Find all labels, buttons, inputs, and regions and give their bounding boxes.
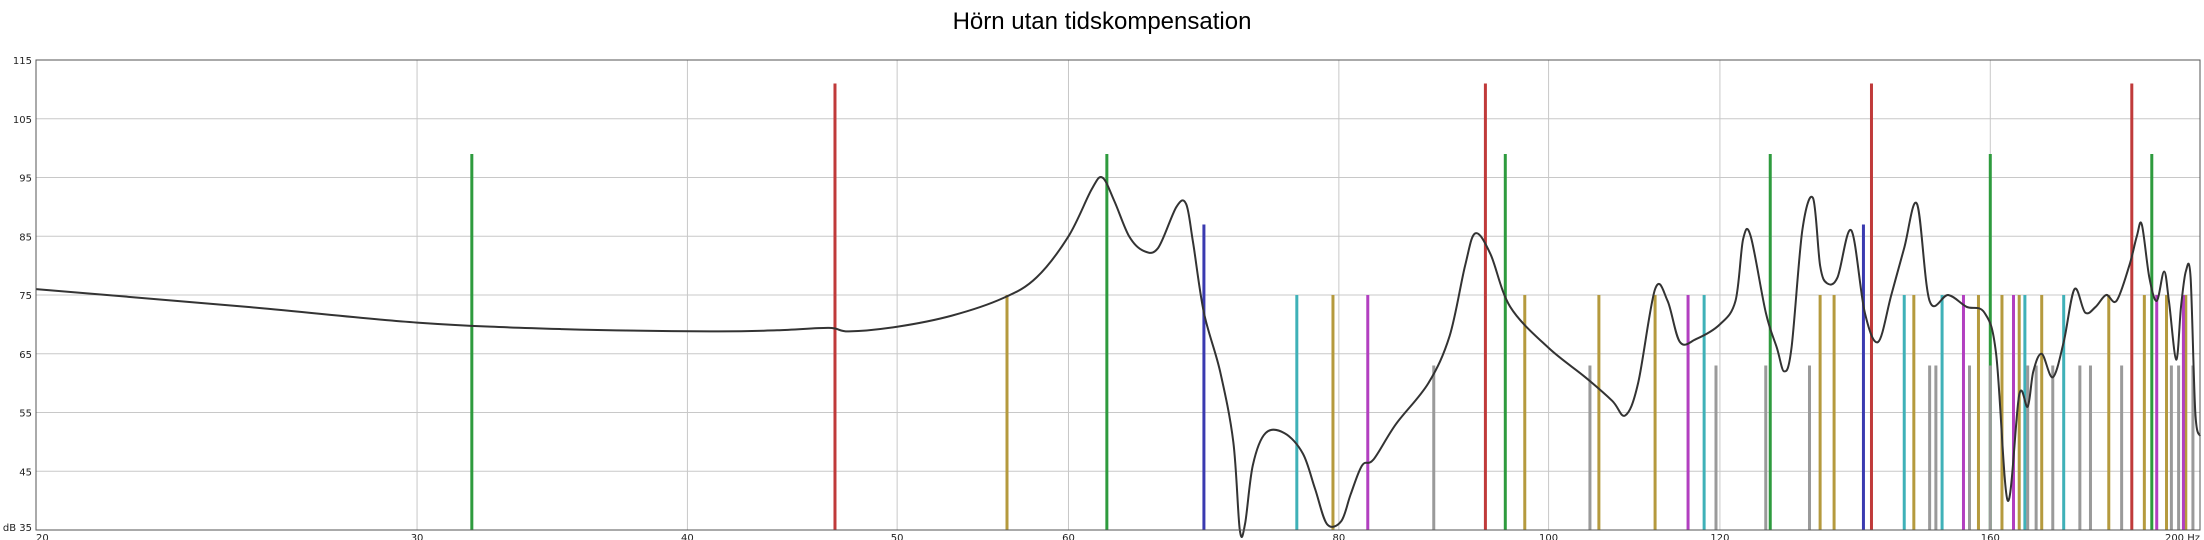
y-tick-label: 75 (19, 291, 32, 302)
y-tick-label: 45 (19, 467, 32, 478)
y-tick-label: 85 (19, 232, 32, 243)
series-layer (35, 176, 2201, 539)
y-tick-label: 115 (13, 56, 32, 67)
y-tick-label: 65 (19, 350, 32, 361)
chart-title: Hörn utan tidskompensation (952, 8, 1252, 35)
x-tick-label: 200 Hz (2165, 533, 2200, 540)
x-tick-label: 100 (1539, 533, 1558, 540)
y-tick-label: dB 35 (3, 523, 32, 534)
grid (36, 59, 2200, 531)
x-tick-label: 80 (1332, 533, 1345, 540)
y-tick-label: 105 (13, 115, 32, 126)
plot-frame (35, 59, 2201, 531)
x-tick-label: 120 (1710, 533, 1729, 540)
axis-ticks: dB 35 45 55 65 75 85 95 105 115 20 30 40 50 60 80 100 12… (3, 56, 2200, 540)
marker-lines (470, 83, 2195, 530)
x-tick-label: 20 (36, 533, 49, 540)
y-tick-label: 95 (19, 174, 32, 185)
x-tick-label: 60 (1062, 533, 1075, 540)
frequency-response-line (35, 176, 2201, 539)
x-tick-label: 50 (891, 533, 904, 540)
x-tick-label: 40 (681, 533, 694, 540)
x-tick-label: 30 (411, 533, 424, 540)
x-tick-label: 160 (1981, 533, 2000, 540)
y-tick-label: 55 (19, 409, 32, 420)
